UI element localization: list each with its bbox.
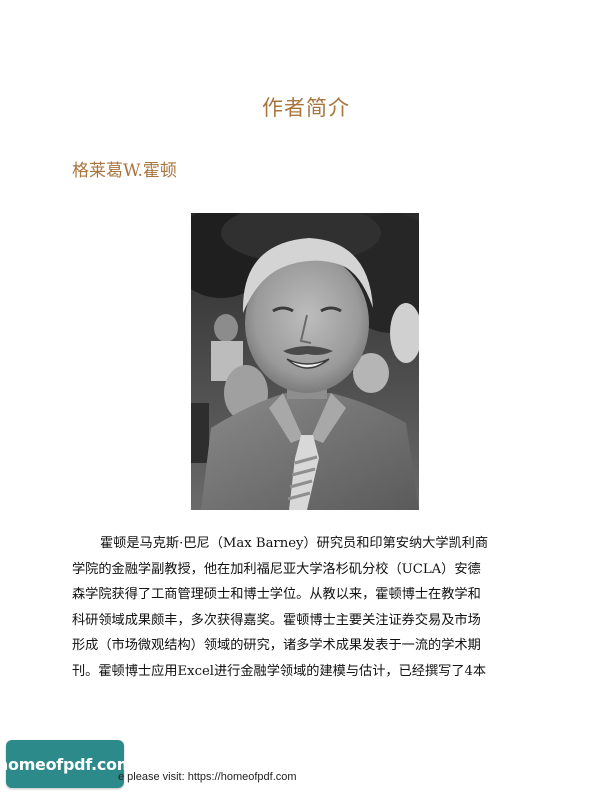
watermark-label: homeofpdf.com (0, 754, 134, 774)
author-photo (191, 213, 419, 510)
bio-line: 学院的金融学副教授，他在加利福尼亚大学洛杉矶分校（UCLA）安德 (72, 561, 481, 577)
bio-paragraph: 霍顿是马克斯·巴尼（Max Barney）研究员和印第安纳大学凯利商 学院的金融… (72, 531, 540, 685)
bio-line: 科研领域成果颇丰，多次获得嘉奖。霍顿博士主要关注证券交易及市场 (72, 612, 481, 628)
footer-visit-link[interactable]: e please visit: https://homeofpdf.com (118, 771, 297, 783)
bio-line: 霍顿是马克斯·巴尼（Max Barney）研究员和印第安纳大学凯利商 (100, 536, 489, 551)
author-bio: 霍顿是马克斯·巴尼（Max Barney）研究员和印第安纳大学凯利商 学院的金融… (72, 531, 540, 685)
homeofpdf-watermark-logo[interactable]: homeofpdf.com (0, 740, 133, 788)
author-name-heading: 格莱葛W.霍顿 (72, 161, 177, 181)
bio-line: 森学院获得了工商管理硕士和博士学位。从教以来，霍顿博士在教学和 (72, 587, 481, 603)
page-title: 作者简介 (262, 96, 350, 120)
bio-line: 刊。霍顿博士应用Excel进行金融学领域的建模与估计，已经撰写了4本 (72, 663, 487, 679)
bio-line: 形成（市场微观结构）领域的研究，诸多学术成果发表于一流的学术期 (72, 638, 481, 654)
